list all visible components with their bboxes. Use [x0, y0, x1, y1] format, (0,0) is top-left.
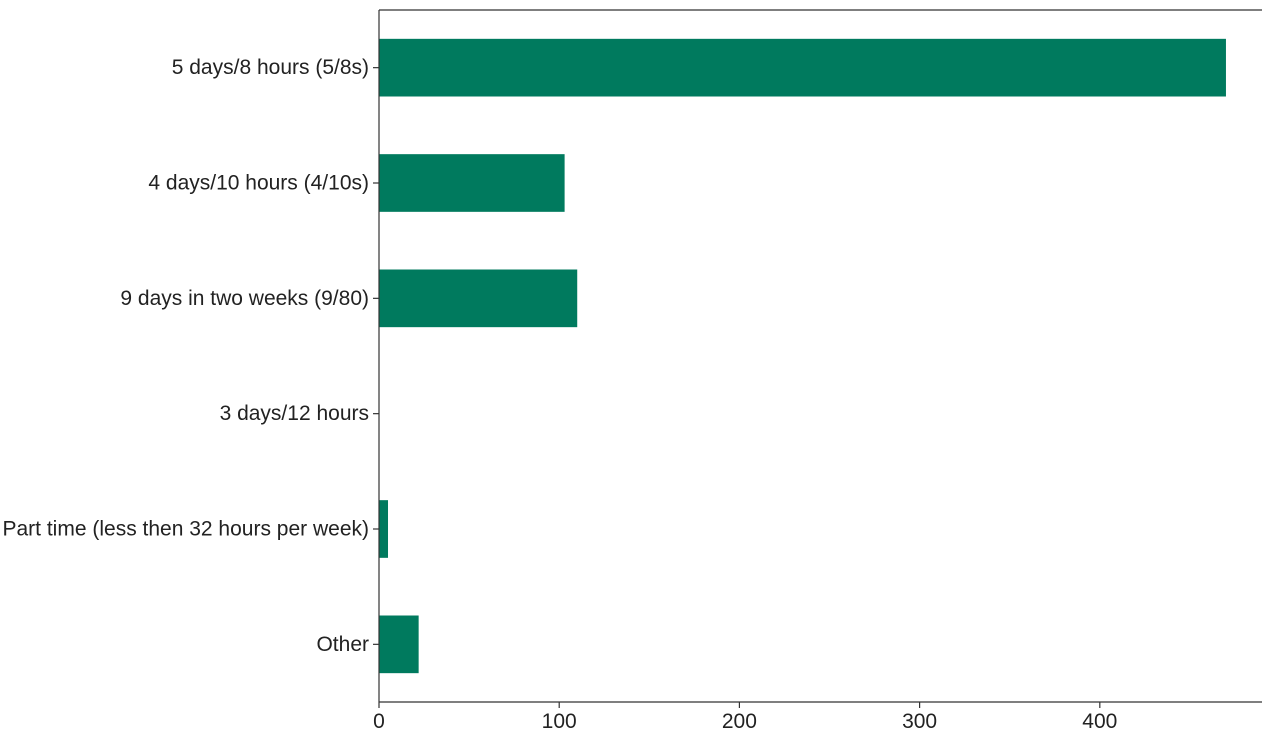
bar	[379, 154, 565, 212]
bar	[379, 269, 578, 328]
category-label: 4 days/10 hours (4/10s)	[148, 172, 369, 195]
category-label: 9 days in two weeks (9/80)	[120, 287, 369, 310]
category-label: Other	[316, 633, 369, 656]
bar	[379, 500, 389, 558]
x-tick-label: 200	[722, 710, 757, 733]
category-label: Part time (less then 32 hours per week)	[3, 518, 370, 541]
category-label: 5 days/8 hours (5/8s)	[172, 56, 369, 79]
bars-group	[379, 38, 1226, 674]
x-axis-ticks: 0 100 200 300 400	[373, 702, 1117, 733]
x-tick-label: 100	[542, 710, 577, 733]
x-tick-label: 0	[373, 710, 385, 733]
bar	[379, 615, 419, 674]
x-tick-label: 300	[902, 710, 937, 733]
category-labels: 5 days/8 hours (5/8s) 4 days/10 hours (4/…	[3, 56, 379, 656]
category-label: 3 days/12 hours	[220, 402, 369, 425]
x-tick-label: 400	[1082, 710, 1117, 733]
bar	[379, 38, 1226, 97]
